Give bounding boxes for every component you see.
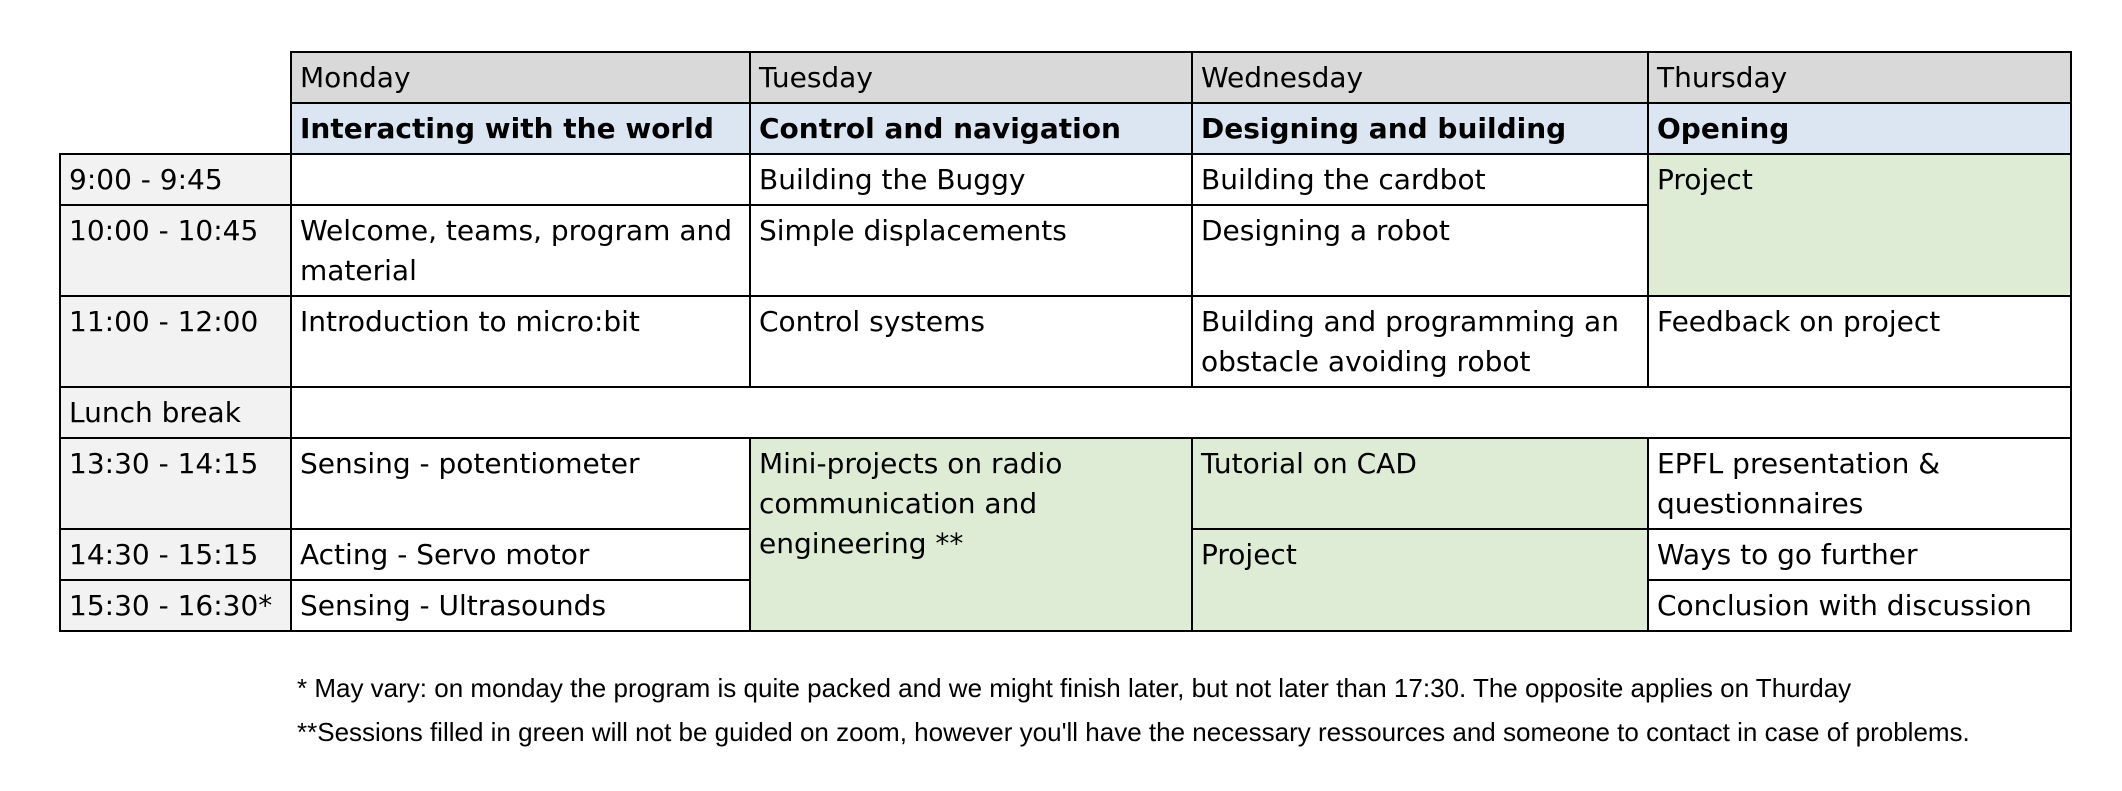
lunch-span-cell xyxy=(290,386,2072,439)
session-cell: Control systems xyxy=(749,295,1193,388)
schedule-table: Monday Tuesday Wednesday Thursday Intera… xyxy=(59,51,2072,632)
session-cell: Welcome, teams, program and material xyxy=(290,204,751,297)
session-cell-unguided: Project xyxy=(1191,528,1649,632)
theme-thursday: Opening xyxy=(1647,102,2072,155)
time-slot: 15:30 - 16:30* xyxy=(59,579,292,632)
session-cell-empty xyxy=(290,153,751,206)
lunch-row: Lunch break xyxy=(59,386,2072,439)
schedule-row-t5: 14:30 - 15:15 Acting - Servo motor Proje… xyxy=(59,528,2072,632)
session-cell: Introduction to micro:bit xyxy=(290,295,751,388)
session-cell: Feedback on project xyxy=(1647,295,2072,388)
session-cell: Building and programming an obstacle avo… xyxy=(1191,295,1649,388)
theme-tuesday: Control and navigation xyxy=(749,102,1193,155)
session-cell: Sensing - Ultrasounds xyxy=(290,579,751,632)
session-cell-unguided: Tutorial on CAD xyxy=(1191,437,1649,530)
day-thursday: Thursday xyxy=(1647,51,2072,104)
time-slot: 14:30 - 15:15 xyxy=(59,528,292,581)
time-slot: 11:00 - 12:00 xyxy=(59,295,292,388)
theme-monday: Interacting with the world xyxy=(290,102,751,155)
session-cell: Ways to go further xyxy=(1647,528,2072,581)
session-cell: Simple displacements xyxy=(749,204,1193,297)
footnotes: * May vary: on monday the program is qui… xyxy=(297,666,1970,754)
day-monday: Monday xyxy=(290,51,751,104)
day-wednesday: Wednesday xyxy=(1191,51,1649,104)
session-cell-unguided: Mini-projects on radio communication and… xyxy=(749,437,1193,632)
theme-header-row: Interacting with the world Control and n… xyxy=(60,102,2072,155)
schedule-row-t3: 11:00 - 12:00 Introduction to micro:bit … xyxy=(59,295,2072,388)
schedule-row-t6: 15:30 - 16:30* Sensing - Ultrasounds Con… xyxy=(59,579,2072,632)
day-tuesday: Tuesday xyxy=(749,51,1193,104)
time-slot: 9:00 - 9:45 xyxy=(59,153,292,206)
session-cell: Sensing - potentiometer xyxy=(290,437,751,530)
lunch-label: Lunch break xyxy=(59,386,292,439)
theme-wednesday: Designing and building xyxy=(1191,102,1649,155)
schedule-row-t4: 13:30 - 14:15 Sensing - potentiometer Mi… xyxy=(59,437,2072,632)
corner-cell-theme xyxy=(60,103,291,154)
session-cell-unguided: Project xyxy=(1647,153,2072,297)
session-cell: Building the Buggy xyxy=(749,153,1193,206)
session-cell: Designing a robot xyxy=(1191,204,1649,297)
time-slot: 13:30 - 14:15 xyxy=(59,437,292,530)
footnote-green-sessions: **Sessions filled in green will not be g… xyxy=(297,717,1970,747)
schedule-row-t2: 10:00 - 10:45 Welcome, teams, program an… xyxy=(59,204,2071,297)
day-header-row: Monday Tuesday Wednesday Thursday xyxy=(60,51,2072,104)
session-cell: Conclusion with discussion xyxy=(1647,579,2072,632)
session-cell: Building the cardbot xyxy=(1191,153,1649,206)
schedule-row-t1: 9:00 - 9:45 Building the Buggy Building … xyxy=(59,153,2072,297)
session-cell: Acting - Servo motor xyxy=(290,528,751,581)
footnote-timing: * May vary: on monday the program is qui… xyxy=(297,673,1852,703)
time-slot: 10:00 - 10:45 xyxy=(59,204,292,297)
session-cell: EPFL presentation & questionnaires xyxy=(1647,437,2072,530)
corner-cell xyxy=(60,52,291,103)
